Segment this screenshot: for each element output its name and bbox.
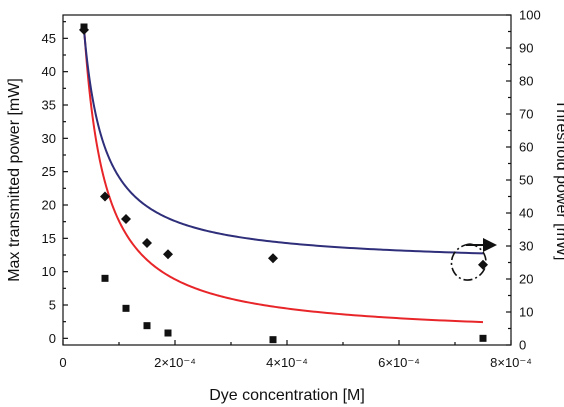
y-tick-label: 15	[42, 231, 56, 246]
y2-tick-label: 0	[519, 338, 526, 353]
square-marker	[479, 334, 487, 342]
square-marker	[164, 329, 172, 337]
y-tick-label: 35	[42, 98, 56, 113]
y-axis-right-ticks: 0 10 20 30 40 50 60 70 80 90 100	[506, 8, 541, 353]
y2-tick-label: 60	[519, 140, 533, 155]
y-tick-label: 45	[42, 31, 56, 46]
fit-curve-right	[83, 30, 484, 255]
y-tick-label: 5	[49, 298, 56, 313]
y2-tick-label: 100	[519, 8, 541, 23]
y2-tick-label: 30	[519, 239, 533, 254]
x-tick-label: 2×10⁻⁴	[154, 355, 196, 370]
y-axis-right-title: Threshold power [mW]	[553, 100, 564, 261]
y-axis-left-ticks: 0 5 10 15 20 25 30 35 40 45	[42, 21, 68, 346]
x-tick-label: 8×10⁻⁴	[490, 355, 532, 370]
diamond-marker	[142, 238, 152, 249]
diamond-marker	[121, 213, 131, 224]
y-tick-label: 20	[42, 198, 56, 213]
y-tick-label: 30	[42, 131, 56, 146]
y2-tick-label: 90	[519, 41, 533, 56]
fit-curve-left	[83, 26, 484, 324]
annotation-dashed-ellipse	[450, 243, 487, 281]
plot-frame	[62, 14, 512, 346]
square-marker	[143, 322, 151, 330]
diamond-marker	[163, 249, 173, 260]
annotation-arrow-head	[483, 238, 497, 252]
y-tick-label: 0	[49, 331, 56, 346]
y2-tick-label: 20	[519, 272, 533, 287]
square-marker	[101, 274, 109, 282]
x-tick-label: 6×10⁻⁴	[378, 355, 420, 370]
series-annotation	[450, 238, 497, 281]
square-marker	[122, 304, 130, 312]
y-tick-label: 10	[42, 264, 56, 279]
y-tick-label: 25	[42, 164, 56, 179]
y2-tick-label: 50	[519, 173, 533, 188]
x-tick-label: 4×10⁻⁴	[266, 355, 308, 370]
x-tick-label: 0	[59, 355, 66, 370]
fit-curves	[83, 26, 484, 324]
y2-tick-label: 80	[519, 74, 533, 89]
diamond-marker	[79, 24, 89, 35]
diamond-marker	[268, 253, 278, 264]
square-marker	[269, 336, 277, 344]
y-tick-label: 40	[42, 64, 56, 79]
y2-tick-label: 70	[519, 107, 533, 122]
x-axis-title: Dye concentration [M]	[209, 387, 365, 404]
diamond-marker	[478, 259, 488, 270]
diamond-marker	[100, 191, 110, 202]
data-points	[79, 23, 488, 344]
x-axis-ticks: 0 2×10⁻⁴ 4×10⁻⁴ 6×10⁻⁴ 8×10⁻⁴	[59, 340, 532, 370]
y2-tick-label: 40	[519, 206, 533, 221]
y2-tick-label: 10	[519, 305, 533, 320]
y-axis-left-title: Max transmitted power [mW]	[6, 78, 23, 282]
